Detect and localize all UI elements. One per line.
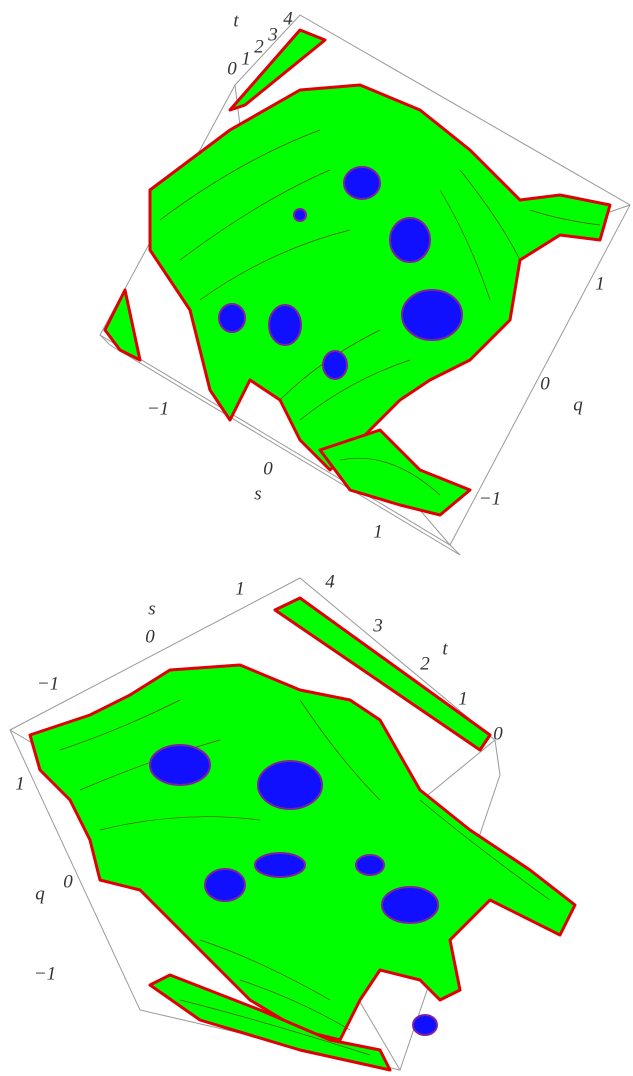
blob-blue <box>356 855 384 875</box>
axis-label: t <box>233 10 239 31</box>
blob-blue <box>255 853 305 877</box>
tick-label: 0 <box>145 626 155 647</box>
blob-blue <box>205 869 245 901</box>
blob-blue <box>150 745 210 785</box>
blob-blue <box>258 761 322 809</box>
tick-label: 1 <box>595 273 605 294</box>
blob-blue <box>402 290 462 340</box>
surface <box>30 665 575 1040</box>
blob-blue <box>323 351 347 379</box>
tick-label: 0 <box>540 373 550 394</box>
axis-label: s <box>254 483 261 504</box>
blob-blue <box>269 305 301 345</box>
tick-label: 1 <box>15 773 25 794</box>
axis-label: t <box>442 638 448 659</box>
figure: t 0 1 2 3 4 q 1 0 −1 s −1 0 1 s 1 0 −1 t… <box>0 0 633 1076</box>
page: {"panels": [ {"axes": [ {"label": "t", "… <box>0 0 633 1076</box>
tick-label: 0 <box>493 723 503 744</box>
tick-label: 4 <box>325 571 335 592</box>
tick-label: 3 <box>372 615 383 636</box>
axis-label: q <box>573 394 583 415</box>
blob-blue <box>344 167 380 199</box>
tick-label: 1 <box>235 578 245 599</box>
blob-blue <box>294 209 306 221</box>
surface <box>320 430 470 515</box>
bottom-plot: s 1 0 −1 t 4 3 2 1 0 q 1 0 −1 <box>10 571 575 1070</box>
top-plot: t 0 1 2 3 4 q 1 0 −1 s −1 0 1 <box>100 8 630 555</box>
tick-label: 1 <box>373 521 383 542</box>
blob-blue <box>219 304 245 332</box>
blob-blue <box>413 1015 437 1035</box>
axis-label: s <box>148 598 155 619</box>
tick-label: 0 <box>263 458 273 479</box>
axis-label: q <box>35 883 45 904</box>
tick-label: 2 <box>254 36 264 57</box>
blob-blue <box>390 218 430 262</box>
tick-label: −1 <box>479 488 501 509</box>
tick-label: −1 <box>34 963 56 984</box>
tick-label: 3 <box>267 24 278 45</box>
tick-label: −1 <box>37 673 59 694</box>
blob-blue <box>382 887 438 923</box>
tick-label: 1 <box>241 48 251 69</box>
tick-label: 0 <box>63 871 73 892</box>
tick-label: 2 <box>420 653 430 674</box>
surface <box>105 290 140 360</box>
tick-label: 1 <box>458 688 468 709</box>
tick-label: 0 <box>227 58 237 79</box>
surface <box>150 85 610 470</box>
tick-label: 4 <box>283 8 293 29</box>
tick-label: −1 <box>147 398 169 419</box>
